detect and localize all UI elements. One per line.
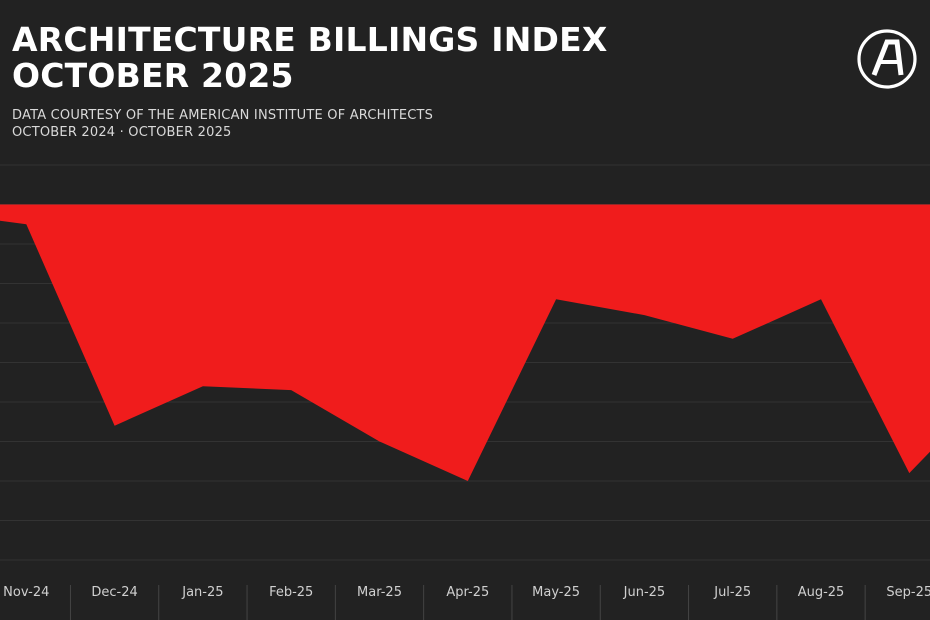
subtitle-line-1: DATA COURTESY OF THE AMERICAN INSTITUTE … <box>12 108 434 123</box>
x-tick-label: Nov-24 <box>3 585 49 600</box>
area-series-fill <box>0 204 930 481</box>
x-tick-label: Dec-24 <box>91 585 137 600</box>
x-tick-label: May-25 <box>532 585 580 600</box>
x-axis: Nov-24 Dec-24 Jan-25 Feb-25 Mar-25 Apr-25 May-… <box>3 585 930 620</box>
chart-title: ARCHITECTURE BILLINGS INDEX OCTOBER 2025 <box>12 22 607 94</box>
x-tick-label: Apr-25 <box>446 585 489 600</box>
x-tick-label: Sep-25 <box>886 585 930 600</box>
subtitle-line-2: OCTOBER 2024 · OCTOBER 2025 <box>12 125 232 140</box>
x-tick-label: Jun-25 <box>623 585 666 600</box>
x-tick-label: Feb-25 <box>269 585 313 600</box>
x-tick-label: Jan-25 <box>181 585 223 600</box>
x-tick-label: Mar-25 <box>357 585 402 600</box>
title-line-1: ARCHITECTURE BILLINGS INDEX <box>12 20 608 59</box>
x-tick-label: Jul-25 <box>713 585 751 600</box>
archdaily-a-logo-icon <box>857 29 917 89</box>
title-line-2: OCTOBER 2025 <box>12 56 294 95</box>
chart-subtitle: DATA COURTESY OF THE AMERICAN INSTITUTE … <box>12 107 433 141</box>
x-tick-label: Aug-25 <box>798 585 845 600</box>
